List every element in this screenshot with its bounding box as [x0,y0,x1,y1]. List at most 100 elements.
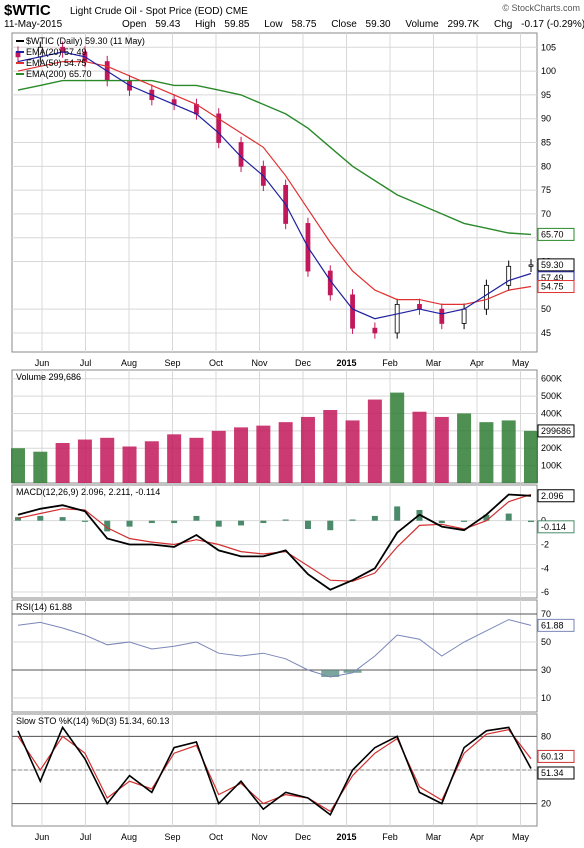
volume-bar [367,399,382,483]
price-candle-body [528,264,534,267]
volume-bar [144,441,159,483]
macd-histogram-bar [126,520,133,527]
quote-date: 11-May-2015 [4,19,63,30]
price-candle-body [483,284,489,310]
rsi-oversold-fill [343,670,362,673]
price-candle-body [350,294,355,329]
ema50-tag-label: 54.75 [541,282,564,292]
price-month-label: Dec [295,358,312,368]
volume-y-tick-label: 600K [541,374,562,384]
price-candle-body [238,142,244,167]
volume-bar [167,434,182,483]
macd-y-tick-label: -2 [541,539,549,549]
volume-bar [234,427,249,483]
price-y-tick-label: 90 [541,114,551,124]
high-label: High [195,19,216,30]
rsi-y-tick-label: 30 [541,665,551,675]
ema200-tag-label: 65.70 [541,229,564,239]
volume-bar [77,439,92,483]
price-candle-body [439,308,445,324]
macd-histogram-bar [483,514,490,521]
ema50-line [17,60,532,305]
close-tag-box [537,258,575,272]
sto-k-line [17,725,532,817]
sto-y-tick-label: 80 [541,731,551,741]
price-y-tick-label: 80 [541,161,551,171]
macd-histogram-bar [528,520,534,523]
price-month-label: Mar [426,358,442,368]
close-label: Close [331,19,357,30]
ema50-legend-label: EMA(50) 54.75 [26,58,87,68]
volume-bar [345,420,360,483]
price-month-label: 2015 [336,358,356,368]
volume-bar [189,437,204,483]
macd-histogram-bar [15,517,21,521]
volume-bar [55,443,70,483]
volume-y-tick-label: 200K [541,443,562,453]
macd-histogram-bar [260,520,267,524]
volume-bar [11,448,25,483]
volume-bar [457,413,472,483]
macd-histogram-bar [438,520,445,524]
rsi-y-tick-label: 10 [541,693,551,703]
macd-histogram-bar [327,520,334,531]
bottom-month-label: Aug [121,832,137,842]
chart-symbol: $WTIC [4,2,51,19]
ema200-tag-box [537,227,575,241]
macd-histogram-bar [505,513,512,521]
macd-histogram-bar [81,520,88,522]
price-legend-main-label: $WTIC (Daily) 59.30 (11 May) [26,36,145,46]
volume-label: Volume [405,19,439,30]
volume-bar [211,430,226,483]
bottom-month-label: Nov [251,832,268,842]
bottom-month-label: Jun [35,832,50,842]
volume-bar [323,409,338,483]
price-y-tick-label: 45 [541,328,551,338]
macd-histogram-bar [104,520,111,532]
high-value: 59.85 [224,19,250,30]
volume-last-tag-box [537,424,575,438]
price-y-tick-label: 105 [541,42,556,52]
volume-y-tick-label: 400K [541,408,562,418]
ema20-tag-label: 57.49 [541,273,564,283]
description-text: Light Crude Oil - Spot Price (EOD) [70,6,223,17]
close-value: 59.30 [365,19,391,30]
volume-bar [278,422,293,483]
ema20-line [17,51,532,320]
sto-k-tag-label: 51.34 [541,768,564,778]
bottom-month-label: Jul [80,832,92,842]
price-candle-body [394,303,400,334]
volume-last-tag-label: 299686 [541,426,571,436]
open-label: Open [122,19,147,30]
volume-bar [412,411,427,483]
volume-value: 299.7K [447,19,480,30]
price-y-tick-label: 100 [541,66,556,76]
macd-histogram-bar [394,506,401,521]
macd-hist-tag-label: -0.114 [541,522,566,532]
chart-description: Light Crude Oil - Spot Price (EOD) CME [70,6,248,17]
macd-value-tag-label: 2.096 [541,491,564,501]
rsi-value-tag-box [537,618,575,632]
sto-y-tick-label: 20 [541,799,551,809]
bottom-month-label: 2015 [336,832,356,842]
ema200-line [17,79,532,236]
sto-d-tag-label: 60.13 [541,751,564,761]
price-candle-body [372,327,378,334]
volume-bar [501,420,516,483]
price-candle-body [417,303,422,310]
bottom-month-label: May [512,832,530,842]
rsi-legend: RSI(14) 61.88 [16,602,72,612]
volume-bar [300,416,315,483]
price-candle-body [506,265,512,286]
macd-y-tick-label: -4 [541,563,549,573]
ohlc-readout: Open 59.43 High 59.85 Low 58.75 Close 59… [122,19,584,30]
price-candle-body [216,113,222,143]
macd-y-tick-label: -6 [541,587,549,597]
macd-histogram-bar [461,520,468,522]
macd-hist-tag-box [537,520,575,534]
macd-value-tag-box [537,489,575,503]
ema20-legend-label: EMA(20) 57.49 [26,47,87,57]
volume-y-tick-label: 500K [541,391,562,401]
